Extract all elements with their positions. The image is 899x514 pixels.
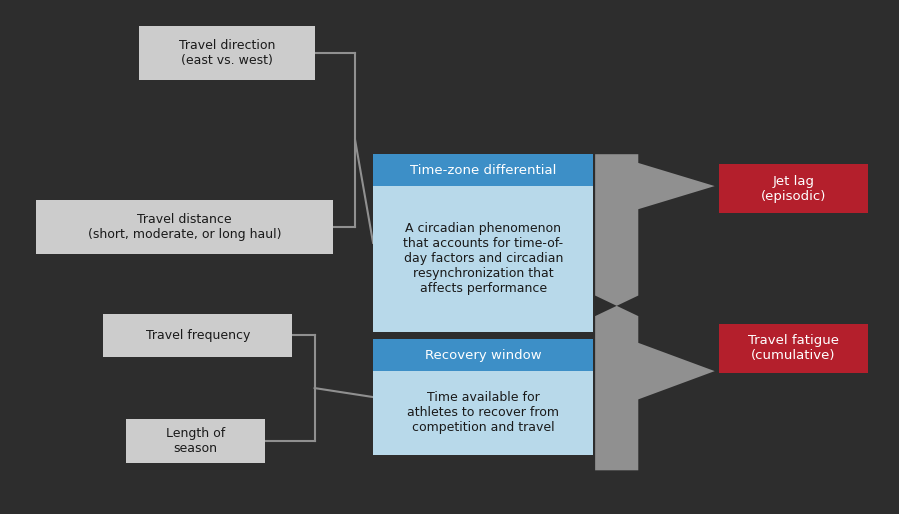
FancyBboxPatch shape xyxy=(373,154,593,186)
FancyBboxPatch shape xyxy=(719,164,868,213)
FancyBboxPatch shape xyxy=(103,314,292,357)
FancyBboxPatch shape xyxy=(373,371,593,455)
Polygon shape xyxy=(595,306,715,470)
FancyBboxPatch shape xyxy=(373,339,593,371)
Text: Recovery window: Recovery window xyxy=(425,348,541,362)
Text: Time-zone differential: Time-zone differential xyxy=(410,163,556,177)
FancyBboxPatch shape xyxy=(126,419,265,463)
Text: Jet lag
(episodic): Jet lag (episodic) xyxy=(761,175,826,203)
Polygon shape xyxy=(595,154,715,306)
Text: A circadian phenomenon
that accounts for time-of-
day factors and circadian
resy: A circadian phenomenon that accounts for… xyxy=(403,222,564,296)
Text: Travel frequency: Travel frequency xyxy=(146,329,250,342)
FancyBboxPatch shape xyxy=(719,324,868,373)
Text: Length of
season: Length of season xyxy=(166,427,225,455)
FancyBboxPatch shape xyxy=(139,26,315,80)
FancyBboxPatch shape xyxy=(36,200,333,254)
Text: Travel fatigue
(cumulative): Travel fatigue (cumulative) xyxy=(748,334,839,362)
Text: Travel direction
(east vs. west): Travel direction (east vs. west) xyxy=(179,39,275,67)
Text: Travel distance
(short, moderate, or long haul): Travel distance (short, moderate, or lon… xyxy=(87,213,281,242)
Text: Time available for
athletes to recover from
competition and travel: Time available for athletes to recover f… xyxy=(407,392,559,434)
FancyBboxPatch shape xyxy=(373,186,593,332)
